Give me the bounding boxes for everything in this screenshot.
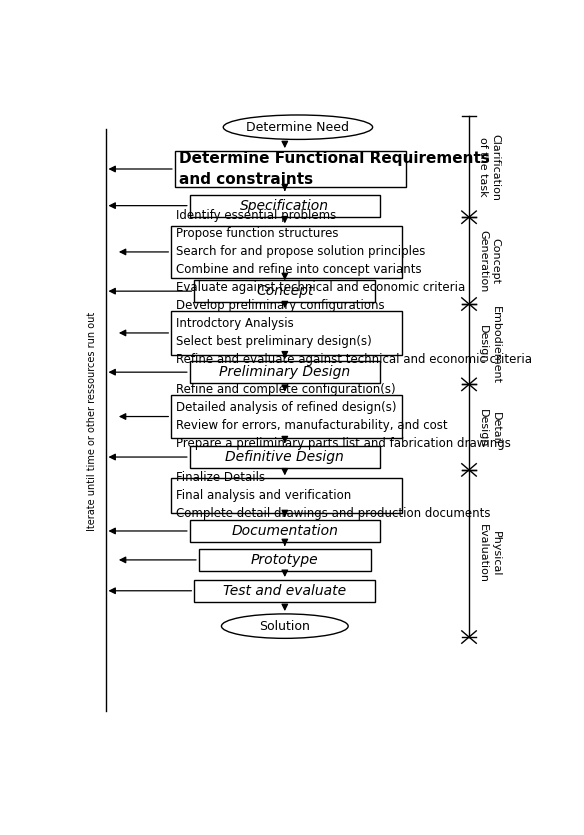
Bar <box>171 226 402 278</box>
Text: Preliminary Design: Preliminary Design <box>219 365 350 379</box>
Text: Determine Need: Determine Need <box>246 121 349 134</box>
Bar <box>171 311 402 355</box>
Text: Solution: Solution <box>259 620 310 633</box>
Bar <box>175 151 406 187</box>
Bar <box>199 549 371 571</box>
Bar <box>190 446 380 468</box>
Ellipse shape <box>221 614 348 638</box>
Bar <box>190 195 380 216</box>
Text: Test and evaluate: Test and evaluate <box>223 584 346 598</box>
Text: Iterate until time or other ressources run out: Iterate until time or other ressources r… <box>87 312 97 531</box>
Text: Clarification
of the task: Clarification of the task <box>478 134 500 200</box>
Text: Prototype: Prototype <box>251 553 319 567</box>
Text: Definitive Design: Definitive Design <box>225 450 344 464</box>
Bar <box>194 281 376 302</box>
Text: Refine and complete configuration(s)
Detailed analysis of refined design(s)
Revi: Refine and complete configuration(s) Det… <box>176 383 510 450</box>
Text: Physical
Evaluation: Physical Evaluation <box>478 524 500 583</box>
Text: Detail
Design: Detail Design <box>478 409 500 448</box>
Text: Documentation: Documentation <box>231 524 338 538</box>
Bar <box>190 520 380 542</box>
Bar <box>171 478 402 513</box>
Text: Embodiement
Design: Embodiement Design <box>478 306 500 383</box>
Bar <box>171 395 402 438</box>
Text: Specification: Specification <box>241 199 329 213</box>
Ellipse shape <box>223 115 373 139</box>
Text: Finalize Details
Final analysis and verification
Complete detail drawings and pr: Finalize Details Final analysis and veri… <box>176 471 490 520</box>
Text: Identify essential problems
Propose function structures
Search for and propose s: Identify essential problems Propose func… <box>176 210 465 295</box>
Text: Concept
Generation: Concept Generation <box>478 230 500 292</box>
Text: Concept: Concept <box>256 284 314 298</box>
Bar <box>190 362 380 383</box>
Text: Determine Functional Requirements
and constraints: Determine Functional Requirements and co… <box>179 151 490 187</box>
Bar <box>194 579 376 602</box>
Text: Develop preliminary configurations
Introdctory Analysis
Select best preliminary : Develop preliminary configurations Intro… <box>176 300 532 367</box>
